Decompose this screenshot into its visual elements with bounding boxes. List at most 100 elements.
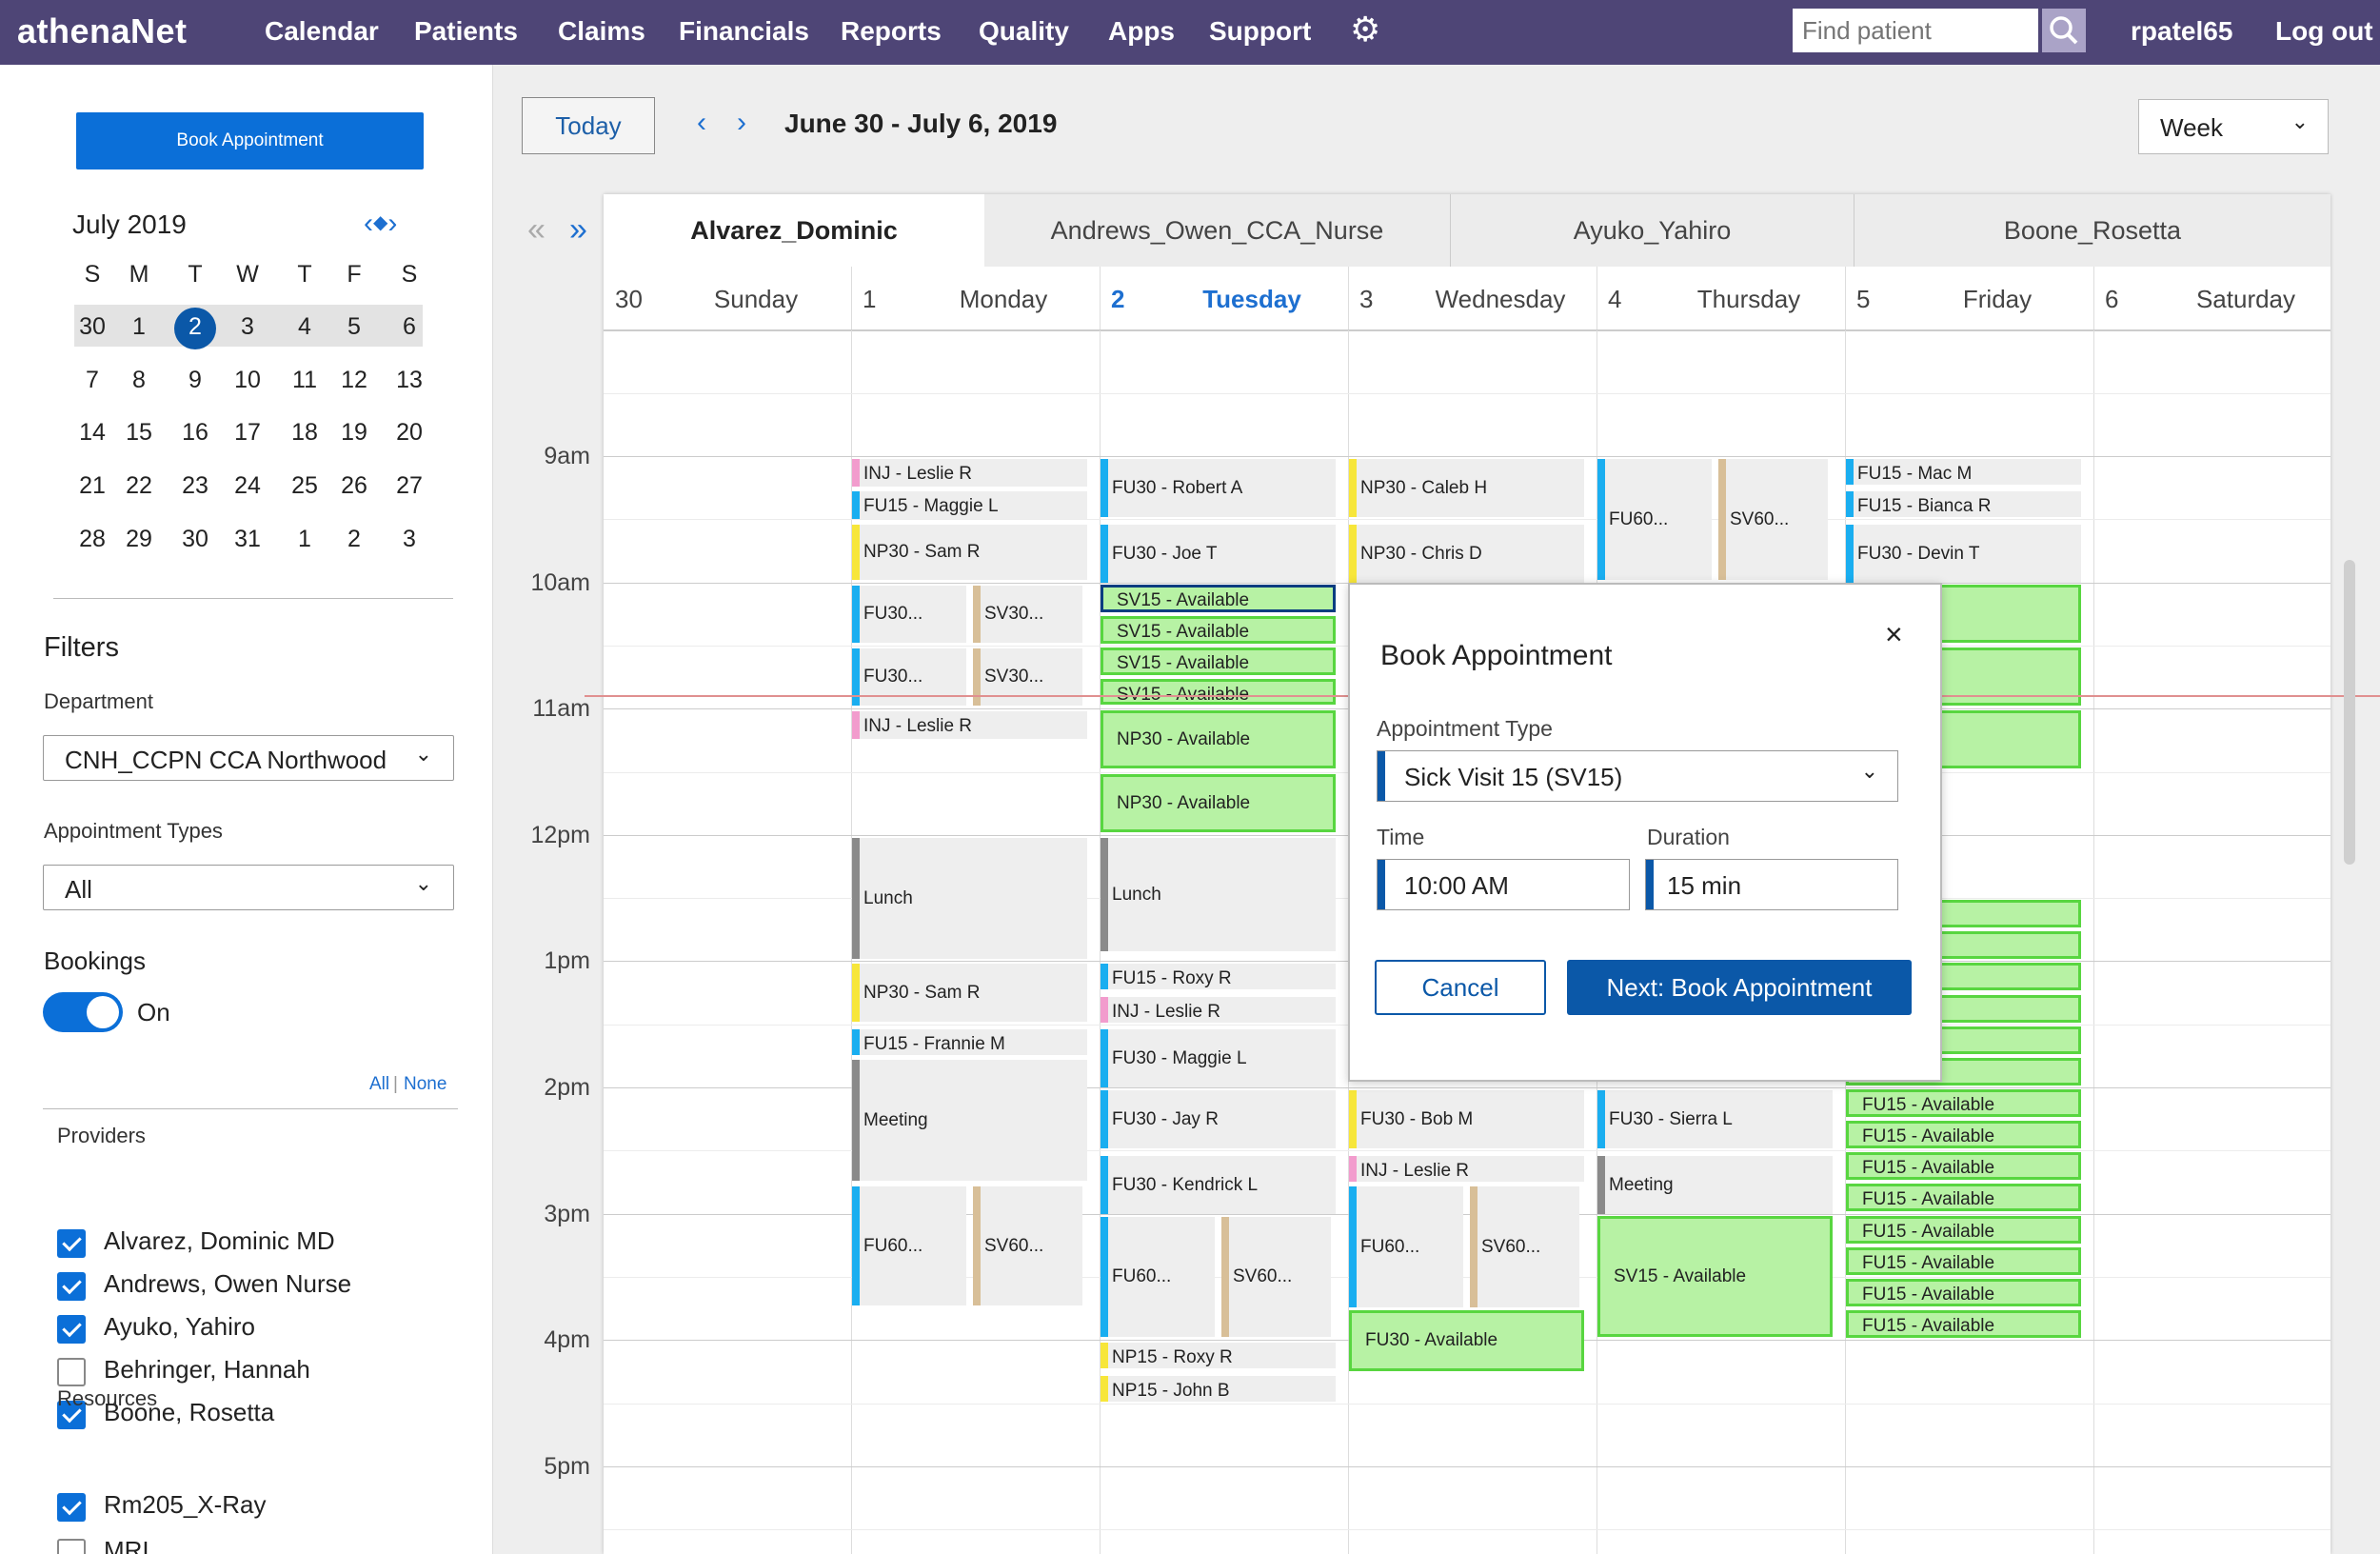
- available-slot[interactable]: FU15 - Available: [1846, 1216, 2081, 1244]
- resource-name[interactable]: MRI: [104, 1536, 149, 1554]
- calendar-day[interactable]: 26: [341, 472, 367, 499]
- nav-calendar[interactable]: Calendar: [265, 16, 379, 46]
- chevron-right-icon[interactable]: ›: [737, 107, 746, 138]
- calendar-day[interactable]: 6: [403, 313, 416, 340]
- logout-link[interactable]: Log out: [2275, 16, 2373, 46]
- provider-tab-boone[interactable]: Boone_Rosetta: [1854, 194, 2330, 267]
- calendar-day[interactable]: 23: [182, 472, 208, 499]
- calendar-day[interactable]: 27: [396, 472, 423, 499]
- book-appointment-button[interactable]: Book Appointment: [76, 112, 424, 169]
- calendar-day[interactable]: 30: [79, 313, 106, 340]
- appointment-block[interactable]: FU30 - Maggie L: [1101, 1029, 1336, 1087]
- appointment-block[interactable]: FU30 - Robert A: [1101, 459, 1336, 517]
- provider-checkbox[interactable]: [57, 1358, 86, 1386]
- calendar-day[interactable]: 5: [347, 313, 361, 340]
- calendar-day[interactable]: 3: [403, 526, 416, 552]
- username-link[interactable]: rpatel65: [2131, 16, 2233, 46]
- appointment-block[interactable]: SV60...: [1470, 1186, 1579, 1307]
- appointment-block[interactable]: FU30 - Kendrick L: [1101, 1156, 1336, 1214]
- appointment-block[interactable]: Meeting: [1597, 1156, 1833, 1214]
- calendar-day[interactable]: 2: [188, 313, 202, 340]
- available-slot[interactable]: FU15 - Available: [1846, 1089, 2081, 1117]
- nav-financials[interactable]: Financials: [679, 16, 809, 46]
- appointment-type-select[interactable]: Sick Visit 15 (SV15) ⌄: [1377, 750, 1898, 802]
- athenanet-logo[interactable]: athenaNet: [17, 11, 188, 50]
- select-none-link[interactable]: None: [404, 1074, 447, 1094]
- calendar-day[interactable]: 21: [79, 472, 106, 499]
- day-name[interactable]: Thursday: [1696, 285, 1801, 313]
- nav-patients[interactable]: Patients: [414, 16, 518, 46]
- calendar-day[interactable]: 3: [241, 313, 254, 340]
- calendar-day[interactable]: 14: [79, 419, 106, 446]
- calendar-day[interactable]: 12: [341, 367, 367, 393]
- resource-checkbox[interactable]: [57, 1539, 86, 1554]
- appointment-block[interactable]: SV30...: [973, 648, 1082, 706]
- calendar-day[interactable]: 9: [188, 367, 202, 393]
- provider-name[interactable]: Ayuko, Yahiro: [104, 1312, 255, 1341]
- calendar-day[interactable]: 31: [234, 526, 261, 552]
- resource-name[interactable]: Rm205_X-Ray: [104, 1490, 267, 1519]
- provider-checkbox[interactable]: [57, 1272, 86, 1301]
- calendar-day[interactable]: 10: [234, 367, 261, 393]
- appointment-block[interactable]: SV60...: [1718, 459, 1828, 580]
- today-button[interactable]: Today: [522, 97, 655, 154]
- available-slot[interactable]: SV15 - Available: [1101, 679, 1336, 705]
- cancel-button[interactable]: Cancel: [1375, 960, 1546, 1015]
- appointment-block[interactable]: Lunch: [1101, 838, 1336, 951]
- appointment-block[interactable]: INJ - Leslie R: [1349, 1156, 1584, 1182]
- scrollbar[interactable]: [2344, 560, 2355, 865]
- appointment-block[interactable]: FU30 - Sierra L: [1597, 1090, 1833, 1148]
- provider-tab-andrews[interactable]: Andrews_Owen_CCA_Nurse: [984, 194, 1451, 267]
- calendar-day[interactable]: 25: [291, 472, 318, 499]
- appointment-block[interactable]: SV60...: [973, 1186, 1082, 1305]
- appointment-block[interactable]: SV30...: [973, 586, 1082, 643]
- appointment-block[interactable]: NP30 - Sam R: [852, 964, 1087, 1022]
- provider-checkbox[interactable]: [57, 1229, 86, 1258]
- provider-tab-ayuko[interactable]: Ayuko_Yahiro: [1451, 194, 1854, 267]
- nav-quality[interactable]: Quality: [979, 16, 1069, 46]
- appointment-block[interactable]: FU60...: [1101, 1217, 1215, 1337]
- duration-input[interactable]: 15 min: [1645, 859, 1898, 910]
- chevron-right-icon[interactable]: ›: [387, 208, 398, 239]
- calendar-day[interactable]: 1: [132, 313, 146, 340]
- appointment-block[interactable]: FU15 - Maggie L: [852, 491, 1087, 519]
- provider-name[interactable]: Behringer, Hannah: [104, 1355, 310, 1384]
- bookings-toggle[interactable]: [43, 992, 123, 1032]
- nav-reports[interactable]: Reports: [841, 16, 942, 46]
- appointment-block[interactable]: INJ - Leslie R: [852, 711, 1087, 739]
- calendar-day[interactable]: 29: [126, 526, 152, 552]
- appointment-block[interactable]: FU15 - Bianca R: [1846, 491, 2081, 517]
- next-book-appointment-button[interactable]: Next: Book Appointment: [1567, 960, 1912, 1015]
- department-select[interactable]: CNH_CCPN CCA Northwood ⌄: [43, 735, 454, 781]
- appointment-block[interactable]: NP15 - Roxy R: [1101, 1343, 1336, 1368]
- appointment-block[interactable]: FU30...: [852, 648, 966, 706]
- appointment-block[interactable]: FU60...: [1597, 459, 1712, 580]
- provider-checkbox[interactable]: [57, 1315, 86, 1344]
- appointment-block[interactable]: NP30 - Chris D: [1349, 525, 1584, 583]
- find-patient-input[interactable]: [1793, 9, 2038, 52]
- nav-claims[interactable]: Claims: [558, 16, 645, 46]
- available-slot[interactable]: FU15 - Available: [1846, 1310, 2081, 1338]
- calendar-day[interactable]: 15: [126, 419, 152, 446]
- available-slot[interactable]: NP30 - Available: [1101, 774, 1336, 832]
- chevron-left-icon[interactable]: ‹: [697, 107, 706, 138]
- available-slot[interactable]: SV15 - Available: [1101, 648, 1336, 675]
- day-name[interactable]: Tuesday: [1202, 285, 1301, 313]
- close-icon[interactable]: ×: [1885, 617, 1903, 651]
- provider-name[interactable]: Alvarez, Dominic MD: [104, 1226, 335, 1255]
- nav-support[interactable]: Support: [1209, 16, 1312, 46]
- provider-name[interactable]: Boone, Rosetta: [104, 1398, 275, 1426]
- appointment-block[interactable]: FU30 - Jay R: [1101, 1090, 1336, 1148]
- nav-apps[interactable]: Apps: [1108, 16, 1175, 46]
- calendar-day[interactable]: 24: [234, 472, 261, 499]
- calendar-day[interactable]: 28: [79, 526, 106, 552]
- appointment-block[interactable]: FU30 - Bob M: [1349, 1090, 1584, 1148]
- appointment-block[interactable]: INJ - Leslie R: [852, 459, 1087, 487]
- available-slot[interactable]: NP30 - Available: [1101, 710, 1336, 768]
- calendar-day[interactable]: 16: [182, 419, 208, 446]
- available-slot[interactable]: SV15 - Available: [1597, 1216, 1833, 1337]
- day-name[interactable]: Wednesday: [1435, 285, 1566, 313]
- appointment-block[interactable]: FU30...: [852, 586, 966, 643]
- provider-tab-alvarez[interactable]: Alvarez_Dominic: [604, 194, 984, 267]
- appointment-block[interactable]: FU60...: [852, 1186, 966, 1305]
